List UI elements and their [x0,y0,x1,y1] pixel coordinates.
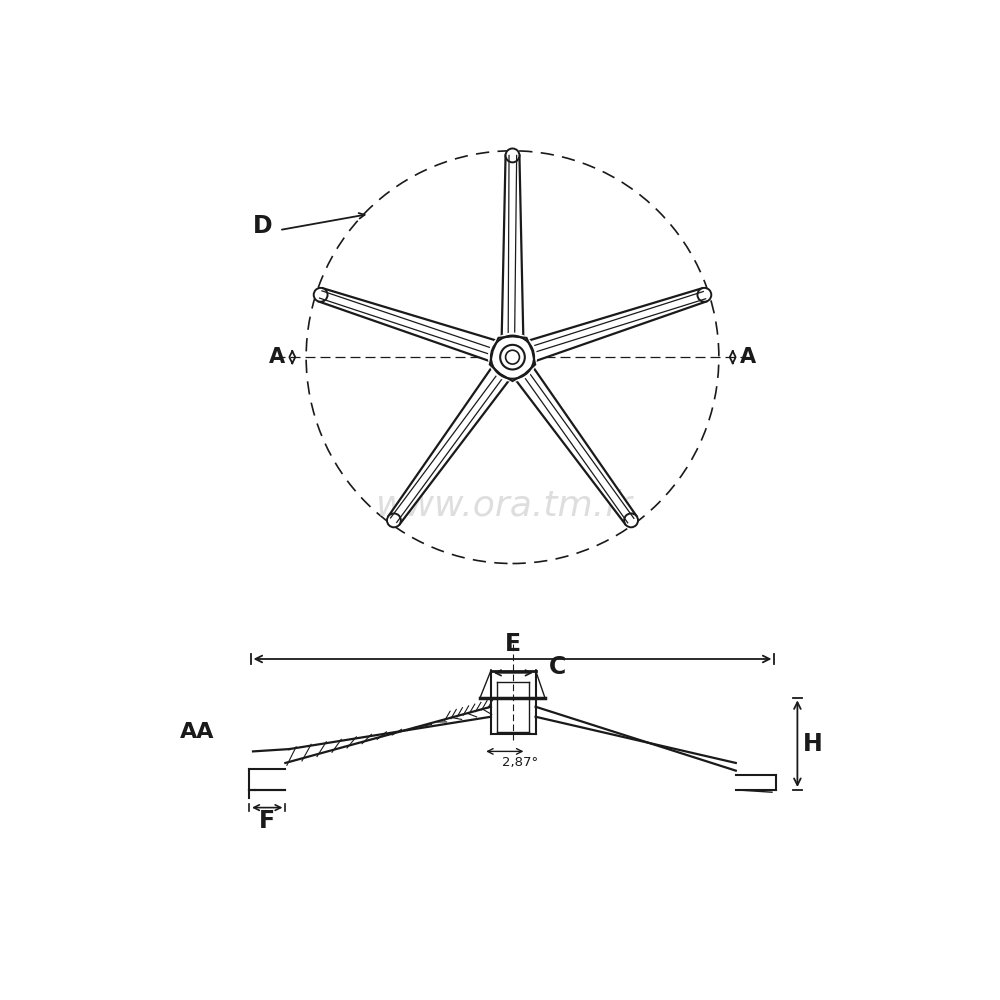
Text: H: H [803,732,823,756]
Polygon shape [388,368,509,524]
Polygon shape [530,288,707,361]
Polygon shape [516,368,637,524]
Circle shape [624,513,638,527]
Text: 2,87°: 2,87° [502,756,538,769]
Text: C: C [549,655,566,679]
Text: AA: AA [180,722,214,742]
Circle shape [506,350,519,364]
Polygon shape [490,336,535,381]
Circle shape [506,148,519,162]
Circle shape [697,288,711,302]
Circle shape [488,333,537,382]
Circle shape [500,345,525,369]
Text: A: A [740,347,756,367]
Circle shape [387,513,401,527]
Text: A: A [269,347,285,367]
Text: E: E [504,632,521,656]
Text: www.ora.tm.fr: www.ora.tm.fr [376,488,633,522]
Text: D: D [252,214,272,238]
Polygon shape [318,288,495,361]
Polygon shape [502,155,523,336]
Text: F: F [259,809,275,833]
Circle shape [314,288,328,302]
